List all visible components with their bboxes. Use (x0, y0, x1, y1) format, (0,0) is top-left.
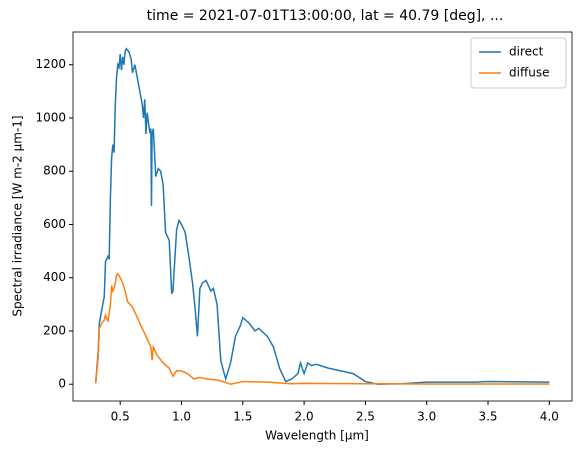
legend-box (470, 37, 567, 89)
chart-title: time = 2021-07-01T13:00:00, lat = 40.79 … (147, 8, 504, 24)
y-axis-label: Spectral irradiance [W m-2 µm-1] (11, 115, 25, 316)
plot-frame (72, 31, 573, 402)
y-tick-label: 1200 (35, 57, 66, 71)
y-tick-label: 600 (43, 217, 66, 231)
x-tick-label: 4.0 (540, 410, 559, 424)
y-tick-label: 1000 (35, 110, 66, 124)
x-tick-label: 3.5 (478, 410, 497, 424)
x-tick-label: 3.0 (417, 410, 436, 424)
legend-label: direct (509, 45, 544, 59)
y-tick-label: 0 (58, 377, 66, 391)
x-axis-label: Wavelength [µm] (265, 429, 369, 443)
x-tick-label: 2.0 (295, 410, 314, 424)
y-tick-label: 200 (43, 323, 66, 337)
x-tick-label: 0.5 (111, 410, 130, 424)
line (94, 47, 550, 385)
y-tick-label: 400 (43, 270, 66, 284)
x-tick-label: 1.5 (233, 410, 252, 424)
x-tick-label: 1.0 (172, 410, 191, 424)
legend-label: diffuse (509, 66, 549, 80)
y-tick-label: 800 (43, 164, 66, 178)
line (94, 272, 550, 386)
x-tick-label: 2.5 (356, 410, 375, 424)
